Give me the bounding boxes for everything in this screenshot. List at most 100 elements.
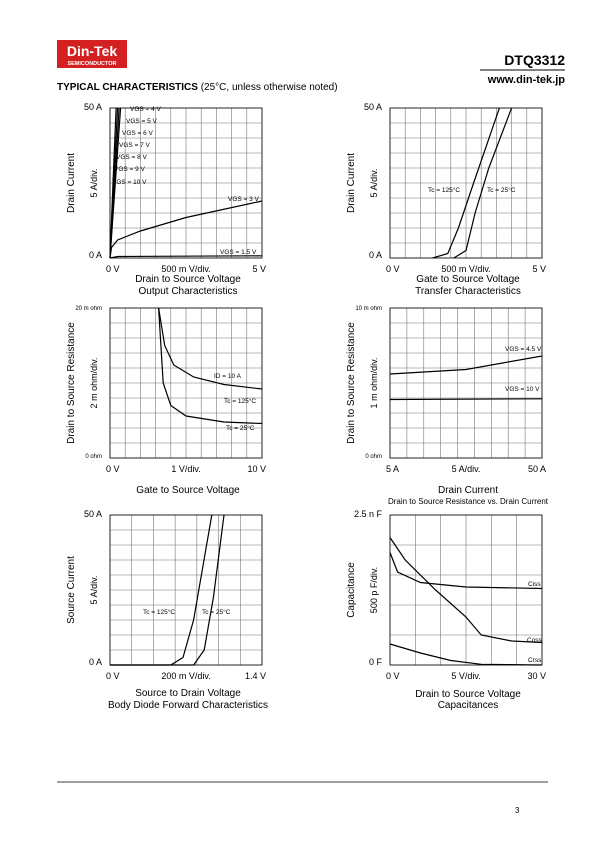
plot-grid — [389, 514, 543, 666]
y-title: Drain Current — [346, 153, 357, 213]
annotation: ID = 10 A — [214, 373, 242, 380]
url: www.din-tek.jp — [487, 74, 565, 86]
plot-grid — [389, 107, 543, 259]
y-title: Drain to Source Resistance — [66, 322, 77, 444]
annotation: VGS = 4 V — [130, 106, 162, 113]
logo: Din-Tek — [67, 43, 118, 59]
annotation: Tc = 125°C — [143, 608, 175, 616]
y-bottom-label: 0 ohm — [365, 454, 382, 460]
curve — [432, 107, 500, 259]
x-mid-label: 500 m V/div. — [441, 264, 490, 274]
y-scale: 2 m ohm/div. — [89, 358, 99, 409]
x-right-label: 1.4 V — [245, 671, 266, 681]
logo-box — [57, 40, 127, 68]
y-scale: 5 A/div. — [89, 576, 99, 605]
x-right-label: 5 V — [532, 264, 546, 274]
plot-grid — [389, 307, 543, 459]
annotation: Crss — [528, 657, 542, 664]
logo-sub: SEMICONDUCTOR — [67, 61, 116, 67]
x-left-label: 0 V — [386, 264, 400, 274]
caption: Source to Drain Voltage — [135, 688, 241, 699]
caption: Drain to Source Resistance vs. Drain Cur… — [388, 497, 549, 506]
annotation: VGS = 4.5 V — [505, 346, 542, 353]
caption: Drain to Source Voltage — [415, 689, 521, 700]
curve — [158, 307, 263, 390]
annotation: VGS = 9 V — [114, 166, 146, 173]
plot-frame — [389, 107, 543, 259]
x-mid-label: 1 V/div. — [171, 464, 200, 474]
x-left-label: 5 A — [386, 464, 399, 474]
x-mid-label: 5 A/div. — [452, 464, 481, 474]
annotation: Tc = 125°C — [224, 397, 256, 405]
y-top-label: 50 A — [364, 102, 382, 112]
annotation: VGS = 7 V — [119, 142, 151, 149]
y-top-label: 10 m ohm — [355, 306, 382, 312]
y-bottom-label: 0 F — [369, 657, 383, 667]
annotation: VGS = 10 V — [112, 179, 147, 186]
y-title: Capacitance — [346, 562, 357, 618]
plot-frame — [389, 514, 543, 666]
curve — [389, 355, 543, 375]
curve — [109, 200, 263, 259]
y-bottom-label: 0 A — [89, 250, 102, 260]
y-scale: 5 A/div. — [89, 169, 99, 198]
y-scale: 500 p F/div. — [369, 567, 379, 613]
y-top-label: 50 A — [84, 102, 102, 112]
caption: Gate to Source Voltage — [416, 274, 520, 285]
curve — [453, 107, 513, 259]
x-mid-label: 500 m V/div. — [161, 264, 210, 274]
annotation: VGS = 6 V — [122, 130, 154, 137]
curve — [389, 537, 543, 644]
y-title: Drain Current — [66, 153, 77, 213]
y-scale: 1 m ohm/div. — [369, 358, 379, 409]
annotation: VGS = 8 V — [116, 154, 148, 161]
x-mid-label: 200 m V/div. — [161, 671, 210, 681]
y-title: Source Current — [66, 556, 77, 624]
x-right-label: 30 V — [527, 671, 546, 681]
part-number: DTQ3312 — [504, 52, 565, 68]
y-scale: 5 A/div. — [369, 169, 379, 198]
curve — [158, 307, 263, 425]
x-left-label: 0 V — [386, 671, 400, 681]
x-right-label: 5 V — [252, 264, 266, 274]
curve — [389, 643, 543, 666]
plot-frame — [109, 107, 263, 259]
curve — [110, 514, 225, 666]
annotation: Tc = 25°C — [202, 608, 231, 616]
y-bottom-label: 0 A — [369, 250, 382, 260]
annotation: VGS = 1.5 V — [220, 249, 257, 256]
plot-grid — [109, 514, 263, 666]
annotation: VGS = 5 V — [126, 118, 158, 125]
x-left-label: 0 V — [106, 671, 120, 681]
curve — [109, 107, 122, 259]
annotation: Ciss — [528, 581, 541, 588]
page-number: 3 — [515, 806, 520, 815]
y-title: Drain to Source Resistance — [346, 322, 357, 444]
x-right-label: 50 A — [528, 464, 546, 474]
curve — [389, 398, 543, 401]
x-mid-label: 5 V/div. — [451, 671, 480, 681]
annotation: Coss — [527, 637, 543, 644]
section: TYPICAL CHARACTERISTICS — [57, 82, 198, 93]
x-left-label: 0 V — [106, 264, 120, 274]
plot-grid — [109, 307, 263, 459]
caption: Body Diode Forward Characteristics — [108, 700, 268, 711]
curve — [109, 255, 263, 259]
y-top-label: 2.5 n F — [354, 509, 383, 519]
caption: Gate to Source Voltage — [136, 485, 240, 496]
caption: Capacitances — [438, 700, 499, 711]
caption: Output Characteristics — [139, 286, 238, 297]
y-bottom-label: 0 A — [89, 657, 102, 667]
annotation: Tc = 125°C — [428, 186, 460, 194]
x-left-label: 0 V — [106, 464, 120, 474]
annotation: Tc = 25°C — [487, 186, 516, 194]
x-right-label: 10 V — [247, 464, 266, 474]
caption: Transfer Characteristics — [415, 286, 521, 297]
annotation: VGS = 10 V — [505, 386, 540, 393]
plot-frame — [109, 307, 263, 459]
annotation: Tc = 25°C — [226, 424, 255, 432]
section-note: (25°C, unless otherwise noted) — [201, 82, 338, 93]
plot-frame — [389, 307, 543, 459]
y-top-label: 50 A — [84, 509, 102, 519]
